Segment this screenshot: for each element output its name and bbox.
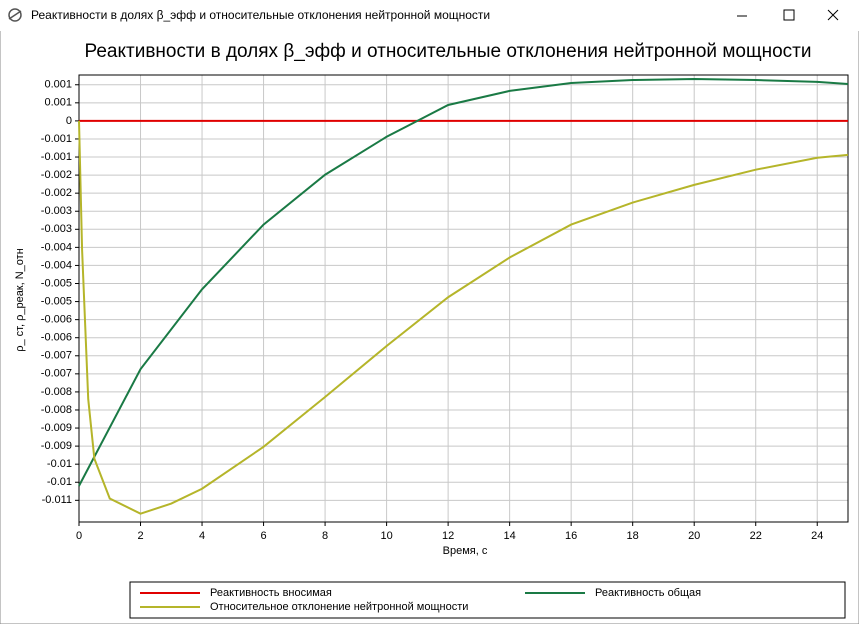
- y-tick-label: -0.009: [41, 440, 72, 452]
- series-line: [78, 77, 849, 487]
- x-tick-label: 8: [322, 530, 328, 542]
- y-tick-label: -0.001: [41, 151, 72, 163]
- x-tick-label: 0: [76, 530, 82, 542]
- legend-label: Реактивность вносимая: [210, 587, 332, 599]
- y-tick-label: -0.003: [41, 205, 72, 217]
- x-tick-label: 18: [627, 530, 639, 542]
- x-tick-label: 14: [504, 530, 516, 542]
- legend-label: Реактивность общая: [595, 587, 701, 599]
- x-axis-label: Время, с: [443, 545, 488, 557]
- y-tick-label: -0.005: [41, 295, 72, 307]
- window-title: Реактивности в долях β_эфф и относительн…: [31, 8, 490, 22]
- app-icon: [8, 8, 22, 22]
- y-tick-label: -0.004: [41, 241, 72, 253]
- y-tick-label: -0.006: [41, 332, 72, 344]
- y-tick-label: 0.001: [44, 79, 72, 91]
- legend-label: Относительное отклонение нейтронной мощн…: [210, 601, 468, 613]
- x-tick-label: 6: [260, 530, 266, 542]
- x-tick-label: 20: [688, 530, 700, 542]
- x-tick-label: 2: [137, 530, 143, 542]
- y-tick-label: -0.006: [41, 314, 72, 326]
- y-tick-label: -0.004: [41, 259, 72, 271]
- close-button[interactable]: [827, 9, 839, 21]
- maximize-button[interactable]: [783, 9, 795, 21]
- x-tick-label: 4: [199, 530, 205, 542]
- chart-title: Реактивности в долях β_эфф и относительн…: [85, 41, 812, 62]
- y-tick-label: -0.007: [41, 350, 72, 362]
- y-tick-label: -0.002: [41, 169, 72, 181]
- x-tick-label: 24: [811, 530, 823, 542]
- x-tick-label: 22: [750, 530, 762, 542]
- plot-area: [79, 75, 848, 522]
- y-tick-label: 0: [66, 115, 72, 127]
- y-tick-label: -0.008: [41, 386, 72, 398]
- y-tick-label: -0.01: [47, 458, 72, 470]
- y-tick-label: -0.001: [41, 133, 72, 145]
- x-tick-label: 10: [380, 530, 392, 542]
- x-tick-label: 12: [442, 530, 454, 542]
- y-tick-label: -0.003: [41, 223, 72, 235]
- y-tick-label: -0.002: [41, 187, 72, 199]
- y-tick-label: -0.008: [41, 404, 72, 416]
- y-tick-label: -0.009: [41, 422, 72, 434]
- y-tick-label: -0.011: [42, 494, 72, 506]
- y-tick-label: -0.007: [41, 368, 72, 380]
- y-tick-label: 0.001: [44, 97, 72, 109]
- legend-box: [129, 581, 846, 619]
- title-bar: [0, 0, 859, 31]
- x-tick-label: 16: [565, 530, 577, 542]
- y-tick-label: -0.01: [47, 476, 72, 488]
- y-axis-label: ρ_ ст, ρ_реак, N_отн: [14, 248, 26, 352]
- series-line: [78, 120, 849, 515]
- plot-border: [78, 74, 849, 523]
- y-tick-label: -0.005: [41, 277, 72, 289]
